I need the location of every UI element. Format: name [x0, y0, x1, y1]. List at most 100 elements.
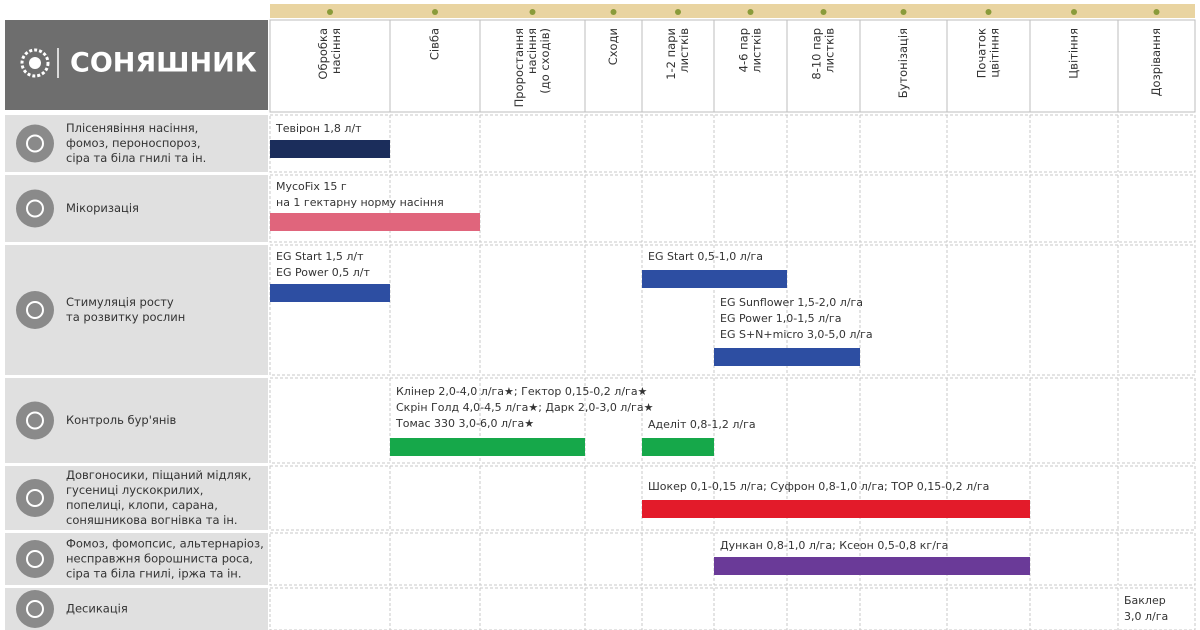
stage-label: Сівба: [428, 28, 442, 60]
row-label: попелиці, клопи, сарана,: [66, 498, 218, 512]
treatment-text: Скрін Голд 4,0-4,5 л/га★; Дарк 2,0-3,0 л…: [396, 401, 654, 414]
sunflower-icon: [20, 48, 50, 78]
treatment-bar: [714, 348, 860, 366]
stage-header: [479, 19, 586, 113]
stage-label: Бутонізація: [896, 28, 910, 98]
row-cell: [269, 114, 1196, 173]
treatment-bar: [714, 557, 1030, 575]
row-label: Плісенявіння насіння,: [66, 121, 198, 135]
row-label: Десикація: [66, 602, 128, 616]
stage-label: Початок: [975, 28, 989, 78]
treatment-text: Дункан 0,8-1,0 л/га; Ксеон 0,5-0,8 кг/га: [720, 539, 948, 552]
stage-icon: [432, 9, 438, 15]
stage-label: насіння: [329, 28, 343, 74]
row-icon-inner: [26, 550, 44, 568]
stage-icon: [327, 9, 333, 15]
row-icon: [16, 189, 54, 228]
row-cell: [269, 174, 1196, 243]
treatment-bar: [642, 500, 1030, 518]
stage-label: (до сходів): [538, 28, 552, 94]
row-icon-inner: [26, 301, 44, 319]
stage-label: листків: [750, 28, 764, 73]
row-icon-inner: [26, 489, 44, 507]
stage-header: [1117, 19, 1196, 113]
stage-label: Проростання: [512, 28, 526, 107]
stage-label: насіння: [525, 28, 539, 74]
stage-icon: [747, 9, 754, 15]
stage-icon: [1071, 9, 1077, 15]
treatment-text: EG S+N+micro 3,0-5,0 л/га: [720, 328, 873, 341]
stage-icon: [1153, 9, 1160, 15]
stage-label: листків: [823, 28, 837, 73]
treatment-text: EG Power 0,5 л/т: [276, 266, 370, 279]
treatment-bar: [642, 438, 714, 456]
row-label: та розвитку рослин: [66, 310, 185, 324]
row-icon: [16, 540, 54, 578]
treatment-text: 3,0 л/га: [1124, 610, 1168, 623]
row-label: Стимуляція росту: [66, 295, 174, 309]
stage-label: 4-6 пар: [737, 28, 751, 72]
row-icon: [16, 401, 54, 440]
stage-label: цвітіння: [988, 28, 1002, 78]
treatment-bar: [642, 270, 787, 288]
sunflower-icon-center: [29, 57, 41, 69]
treatment-text: Томас 330 3,0-6,0 л/га★: [395, 417, 534, 430]
treatment-bar: [270, 213, 480, 231]
treatment-text: EG Start 0,5-1,0 л/га: [648, 250, 763, 263]
stage-label: листків: [677, 28, 691, 73]
stage-icon: [820, 9, 827, 15]
row-icon: [16, 479, 54, 517]
treatment-text: Тевірон 1,8 л/т: [275, 122, 362, 135]
treatment-text: Аделіт 0,8-1,2 л/га: [648, 418, 756, 431]
row-label: Фомоз, фомопсис, альтернаріоз,: [66, 537, 264, 551]
row-icon-inner: [26, 134, 44, 153]
stage-label: Обробка: [316, 28, 330, 80]
stage-label: Цвітіння: [1067, 28, 1081, 79]
row-icon: [16, 590, 54, 628]
row-label: Довгоносики, піщаний мідляк,: [66, 468, 251, 482]
row-label: Контроль бур'янів: [66, 413, 177, 427]
row-label: сіра та біла гнилі, іржа та ін.: [66, 567, 241, 581]
row-label: фомоз, пероноспороз,: [66, 136, 200, 150]
stage-header: [641, 19, 715, 113]
row-icon-inner: [26, 600, 44, 618]
stage-icon: [985, 9, 992, 15]
stage-header: [859, 19, 948, 113]
treatment-text: Шокер 0,1-0,15 л/га; Суфрон 0,8-1,0 л/га…: [648, 480, 989, 493]
stage-label: 1-2 пари: [664, 28, 678, 80]
row-icon-inner: [26, 411, 44, 430]
stage-icon: [610, 9, 617, 15]
stage-icon: [529, 9, 536, 15]
treatment-bar: [270, 140, 390, 158]
stage-icon: [675, 9, 681, 15]
stage-header: [946, 19, 1031, 113]
stage-header: [584, 19, 643, 113]
treatment-text: на 1 гектарну норму насіння: [276, 196, 444, 209]
stage-header: [269, 19, 391, 113]
stage-icon: [900, 9, 907, 15]
row-cell: [269, 587, 1196, 630]
treatment-bar: [390, 438, 585, 456]
stage-label: 8-10 пар: [810, 28, 824, 80]
row-icon-inner: [26, 199, 44, 218]
row-label: гусениці лускокрилих,: [66, 483, 203, 497]
stage-header: [389, 19, 481, 113]
treatment-text: Клінер 2,0-4,0 л/га★; Гектор 0,15-0,2 л/…: [396, 385, 648, 398]
treatment-text: EG Start 1,5 л/т: [276, 250, 364, 263]
treatment-text: EG Power 1,0-1,5 л/га: [720, 312, 841, 325]
treatment-text: MycoFix 15 г: [276, 180, 347, 193]
title: СОНЯШНИК: [70, 48, 257, 79]
treatment-text: EG Sunflower 1,5-2,0 л/га: [720, 296, 863, 309]
treatment-text: Баклер: [1124, 594, 1166, 607]
row-label: Мікоризація: [66, 201, 139, 215]
row-label: соняшникова вогнівка та ін.: [66, 513, 238, 527]
stage-header: [1029, 19, 1119, 113]
growth-strip: [270, 4, 1195, 18]
stage-label: Дозрівання: [1149, 28, 1163, 96]
row-label: сіра та біла гнилі та ін.: [66, 151, 206, 165]
row-cell: [269, 465, 1196, 531]
row-label: несправжня борошниста роса,: [66, 552, 253, 566]
treatment-bar: [270, 284, 390, 302]
row-icon: [16, 291, 54, 329]
